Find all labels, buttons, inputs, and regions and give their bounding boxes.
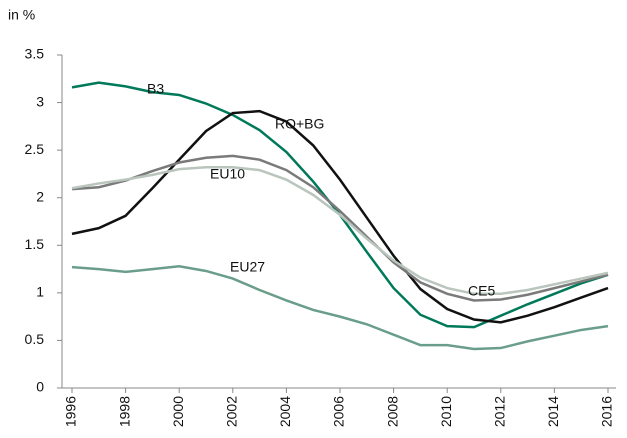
series-line [71,109,609,324]
y-tick-label: 0 [36,379,44,395]
x-tick-label: 2012 [492,396,508,427]
series-label: CE5 [468,283,495,299]
x-tick-label: 2002 [224,396,240,427]
y-tick-label: 2.5 [25,141,45,157]
series-label: EU10 [210,166,245,182]
y-tick-label: 0.5 [25,331,45,347]
series-label: B3 [147,81,164,97]
y-tick-label: 2 [36,188,44,204]
y-tick-label: 3 [36,93,44,109]
y-tick-label: 3.5 [25,46,45,62]
series-line [71,166,609,296]
y-tick-label: 1 [36,284,44,300]
y-axis-label: in % [8,7,35,23]
x-tick-label: 2010 [438,396,454,427]
series-line [71,264,609,351]
x-tick-label: 2004 [277,396,293,427]
x-tick-label: 1998 [116,396,132,427]
x-tick-label: 2000 [170,396,186,427]
x-tick-label: 2016 [599,396,615,427]
x-tick-label: 1996 [63,396,79,427]
x-tick-label: 2008 [384,396,400,427]
series-label: RO+BG [275,116,324,132]
x-tick-label: 2014 [545,396,561,427]
y-tick-label: 1.5 [25,236,45,252]
series-line [71,154,609,302]
series-label: EU27 [230,259,265,275]
x-tick-label: 2006 [331,396,347,427]
